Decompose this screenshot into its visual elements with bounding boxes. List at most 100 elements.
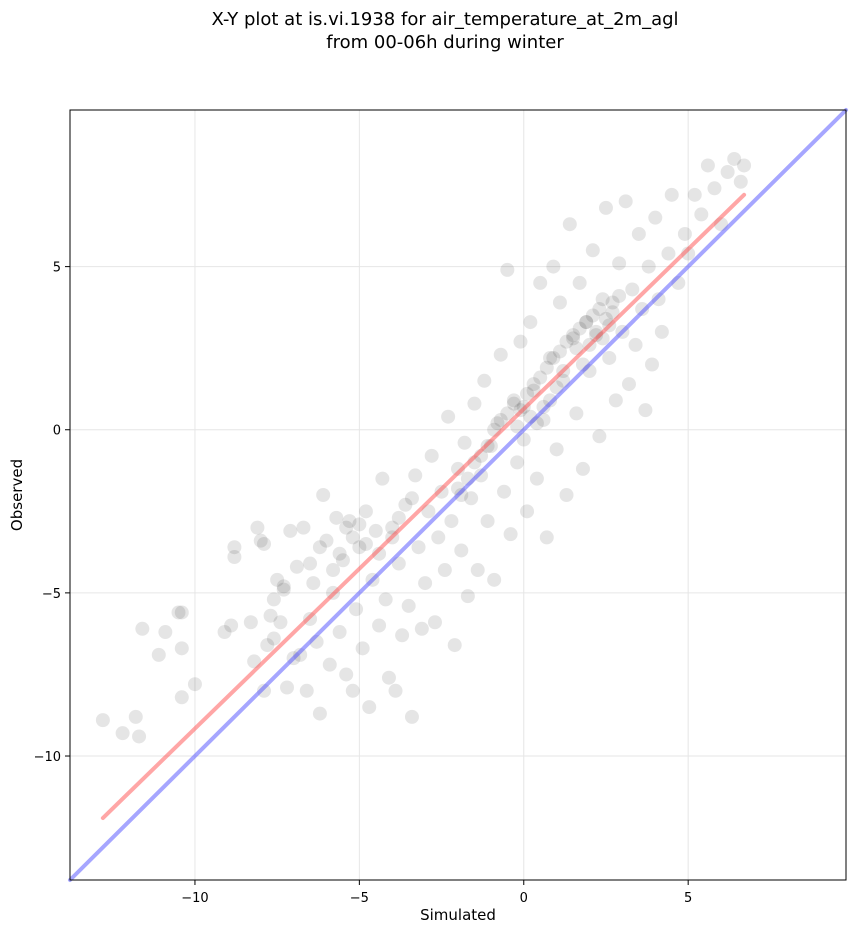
data-point bbox=[612, 288, 627, 303]
data-point bbox=[266, 631, 281, 646]
data-point bbox=[687, 187, 702, 202]
y-tick-label: −10 bbox=[34, 750, 61, 765]
chart-subtitle: from 00-06h during winter bbox=[326, 32, 564, 53]
data-point bbox=[651, 292, 666, 307]
data-point bbox=[171, 605, 186, 620]
data-point bbox=[95, 713, 110, 728]
data-point bbox=[500, 262, 515, 277]
data-point bbox=[227, 549, 242, 564]
data-point bbox=[381, 670, 396, 685]
data-point bbox=[414, 621, 429, 636]
data-point bbox=[257, 536, 271, 551]
data-point bbox=[523, 315, 538, 330]
data-point bbox=[289, 559, 304, 574]
data-point bbox=[645, 357, 659, 372]
data-point bbox=[605, 305, 620, 320]
data-point bbox=[467, 396, 482, 411]
data-point bbox=[720, 164, 735, 179]
data-point bbox=[276, 582, 291, 597]
x-tick-label: 5 bbox=[684, 891, 692, 906]
y-tick-label: −5 bbox=[42, 587, 61, 602]
data-point bbox=[490, 416, 505, 431]
data-point bbox=[273, 615, 288, 630]
reference-lines bbox=[68, 108, 848, 882]
data-point bbox=[342, 514, 357, 529]
data-point bbox=[312, 540, 327, 555]
data-point bbox=[408, 468, 423, 483]
data-point bbox=[543, 393, 558, 408]
data-point bbox=[700, 158, 715, 173]
data-point bbox=[345, 530, 360, 545]
grid-lines bbox=[70, 110, 846, 880]
data-point bbox=[243, 615, 258, 630]
x-tick-label: −10 bbox=[181, 891, 208, 906]
data-point bbox=[635, 302, 650, 317]
data-point bbox=[566, 328, 581, 343]
y-tick-label: 0 bbox=[53, 424, 61, 439]
data-point bbox=[602, 350, 617, 365]
data-point bbox=[585, 243, 600, 258]
data-point bbox=[372, 618, 387, 633]
data-point bbox=[401, 598, 416, 613]
data-point bbox=[543, 350, 558, 365]
data-point bbox=[427, 615, 442, 630]
data-point bbox=[625, 282, 640, 297]
data-point bbox=[474, 468, 489, 483]
data-point bbox=[335, 553, 350, 568]
data-point bbox=[569, 406, 584, 421]
data-point bbox=[520, 386, 535, 401]
data-point bbox=[638, 403, 653, 418]
data-point bbox=[506, 396, 521, 411]
data-point bbox=[677, 226, 692, 241]
data-point bbox=[303, 556, 318, 571]
data-point bbox=[500, 406, 515, 421]
data-point bbox=[339, 520, 354, 535]
y-axis-label: Observed bbox=[8, 459, 26, 531]
data-point bbox=[411, 540, 426, 555]
data-point bbox=[539, 530, 554, 545]
data-point bbox=[631, 226, 646, 241]
data-point bbox=[598, 311, 613, 326]
data-point bbox=[444, 514, 459, 529]
data-point bbox=[605, 295, 620, 310]
data-point bbox=[283, 523, 298, 538]
data-point bbox=[404, 491, 419, 506]
data-point bbox=[727, 151, 742, 166]
data-point bbox=[260, 638, 275, 653]
data-point bbox=[418, 576, 433, 591]
data-point bbox=[562, 217, 577, 232]
data-point bbox=[250, 520, 265, 535]
data-point bbox=[352, 517, 367, 532]
data-point bbox=[447, 638, 462, 653]
data-point bbox=[737, 158, 752, 173]
data-point bbox=[733, 174, 748, 189]
data-point bbox=[464, 491, 479, 506]
data-point bbox=[592, 302, 607, 317]
data-point bbox=[641, 259, 656, 274]
data-point bbox=[352, 540, 367, 555]
data-point bbox=[257, 683, 271, 698]
data-point bbox=[391, 510, 406, 525]
data-point bbox=[349, 602, 364, 617]
data-points bbox=[95, 151, 752, 744]
data-point bbox=[592, 429, 607, 444]
identity-line bbox=[68, 108, 848, 882]
data-point bbox=[497, 484, 512, 499]
data-point bbox=[332, 546, 347, 561]
x-axis-label: Simulated bbox=[420, 906, 496, 924]
data-point bbox=[316, 488, 331, 502]
data-point bbox=[454, 488, 469, 502]
data-point bbox=[451, 461, 465, 476]
data-point bbox=[552, 295, 567, 310]
data-point bbox=[487, 572, 502, 587]
data-point bbox=[224, 618, 239, 633]
data-point bbox=[441, 409, 456, 424]
data-point bbox=[694, 207, 709, 222]
data-point bbox=[355, 641, 370, 656]
data-point bbox=[546, 259, 561, 274]
data-point bbox=[618, 194, 633, 209]
data-point bbox=[296, 520, 311, 535]
data-point bbox=[158, 625, 173, 640]
data-point bbox=[332, 625, 347, 640]
data-point bbox=[375, 471, 390, 486]
